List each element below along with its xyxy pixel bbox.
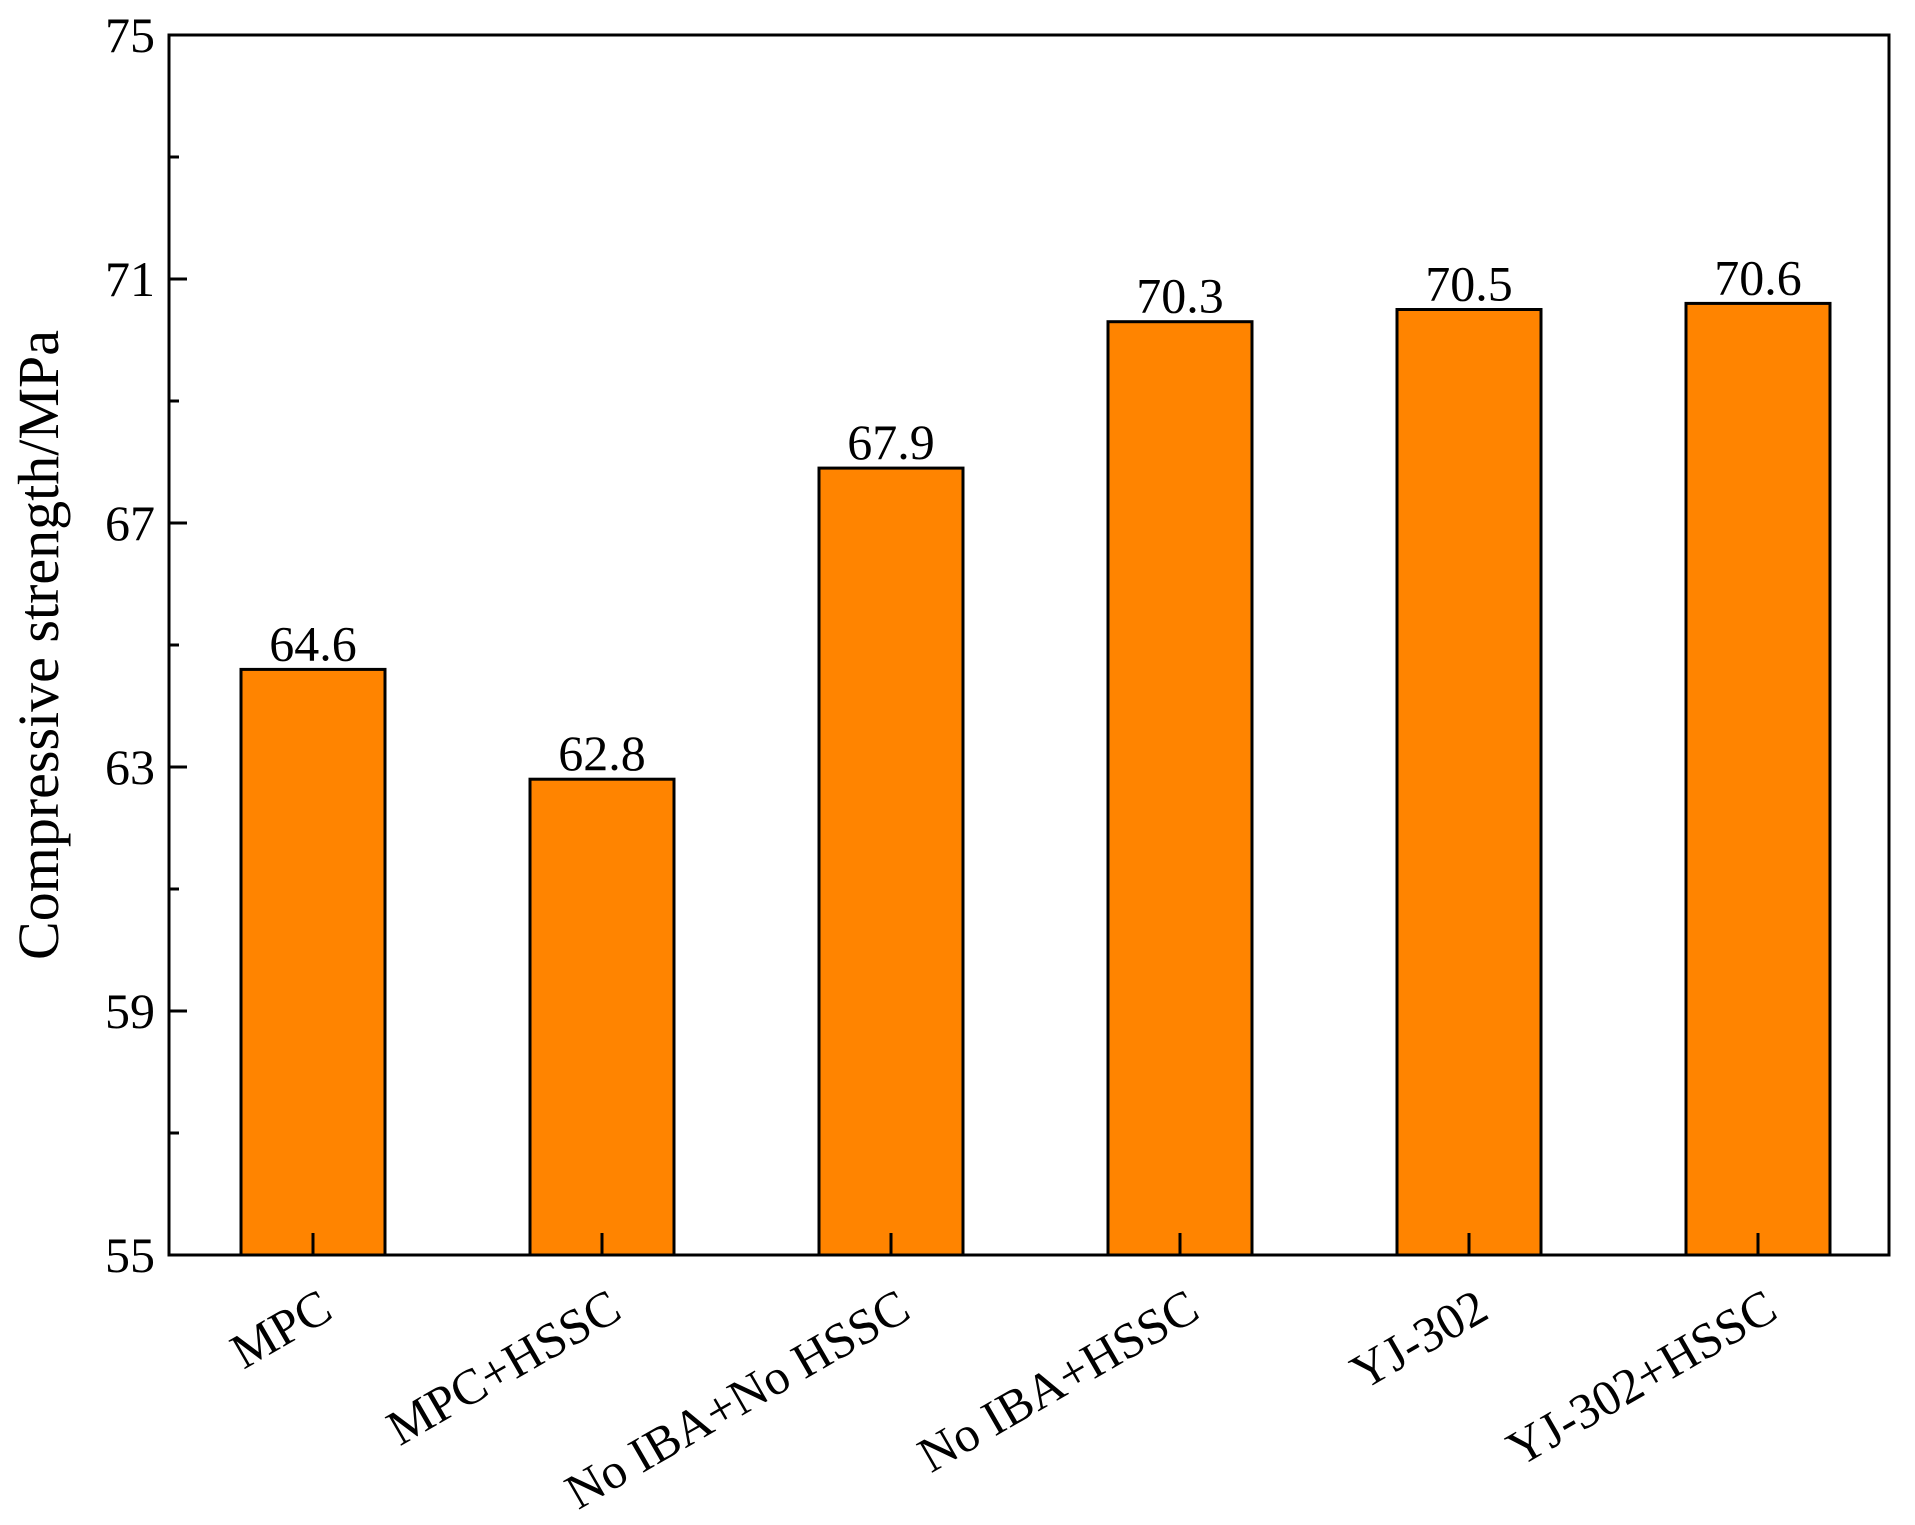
x-category-label: MPC+HSSC [377, 1278, 629, 1456]
y-tick-label: 71 [105, 251, 155, 307]
data-label: 70.6 [1714, 249, 1802, 305]
bar [1684, 301, 1832, 1257]
y-axis-title: Compressive strength/MPa [6, 330, 71, 960]
y-tick-label: 67 [105, 495, 155, 551]
y-tick-label: 63 [105, 739, 155, 795]
data-label: 67.9 [847, 414, 935, 470]
bar [239, 667, 387, 1257]
bar [1106, 320, 1254, 1257]
y-tick-label: 59 [105, 983, 155, 1039]
plot-frame [167, 33, 1891, 1257]
bar [1395, 308, 1543, 1257]
x-category-label: No IBA+HSSC [908, 1278, 1207, 1483]
y-tick-label: 75 [105, 7, 155, 63]
x-category-label: YJ-302 [1341, 1278, 1496, 1400]
data-label: 70.5 [1425, 256, 1513, 312]
bar [528, 777, 676, 1257]
data-label: 70.3 [1136, 268, 1224, 324]
data-label: 64.6 [269, 615, 357, 671]
y-tick-label: 55 [105, 1227, 155, 1283]
x-category-label: YJ-302+HSSC [1497, 1278, 1785, 1477]
x-category-label: MPC [221, 1278, 340, 1379]
bar [817, 466, 965, 1257]
data-label: 62.8 [558, 725, 646, 781]
